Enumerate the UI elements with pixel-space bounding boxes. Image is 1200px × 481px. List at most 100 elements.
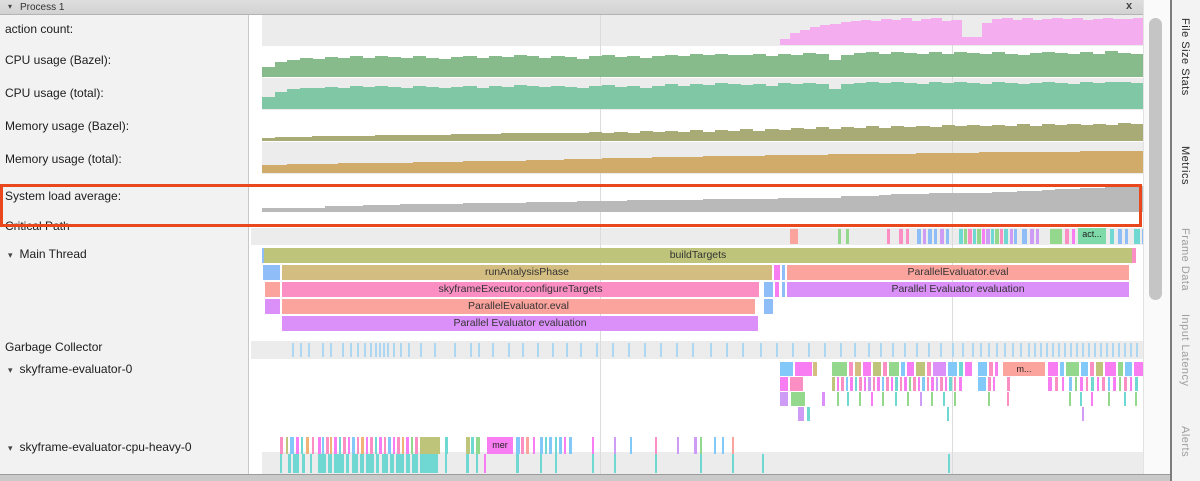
- critical-path-event[interactable]: [1134, 229, 1140, 244]
- evaluator0-slice[interactable]: [1048, 362, 1058, 376]
- evaluator0-slice[interactable]: [837, 377, 839, 391]
- gc-event[interactable]: [308, 343, 310, 357]
- cpu-heavy-slice[interactable]: [516, 437, 520, 454]
- cpu-heavy-slice[interactable]: [379, 437, 382, 454]
- gc-event[interactable]: [1100, 343, 1102, 357]
- flame-slice[interactable]: [775, 282, 779, 297]
- cpu-heavy-slice[interactable]: [411, 437, 413, 454]
- evaluator0-slice[interactable]: [1081, 362, 1088, 376]
- gc-event[interactable]: [940, 343, 942, 357]
- critical-path-event[interactable]: [973, 229, 976, 244]
- flame-slice[interactable]: [265, 299, 280, 314]
- critical-path-event[interactable]: [1004, 229, 1008, 244]
- critical-path-event[interactable]: [1014, 229, 1017, 244]
- cpu-heavy-slice[interactable]: [420, 437, 440, 454]
- gc-event[interactable]: [892, 343, 894, 357]
- cpu-heavy-slice[interactable]: [466, 454, 469, 473]
- flame-slice[interactable]: [764, 299, 773, 314]
- gc-event[interactable]: [1034, 343, 1036, 357]
- evaluator0-slice[interactable]: [841, 377, 844, 391]
- evaluator0-slice[interactable]: [1080, 377, 1083, 391]
- critical-path-event[interactable]: [846, 229, 849, 244]
- evaluator0-slice[interactable]: [949, 377, 952, 391]
- cpu-heavy-slice[interactable]: [732, 454, 734, 473]
- evaluator0-slice[interactable]: [922, 377, 925, 391]
- tab-file-size-stats[interactable]: File Size Stats: [1179, 18, 1191, 96]
- evaluator0-slice[interactable]: [927, 377, 929, 391]
- gc-track-bg[interactable]: [251, 341, 1143, 359]
- gc-event[interactable]: [478, 343, 480, 357]
- critical-path-event[interactable]: [917, 229, 921, 244]
- gc-event[interactable]: [612, 343, 614, 357]
- cpu-heavy-slice[interactable]: [318, 454, 326, 473]
- cpu-heavy-slice[interactable]: [555, 454, 557, 473]
- critical-path-event[interactable]: [906, 229, 909, 244]
- gc-event[interactable]: [1004, 343, 1006, 357]
- cpu-heavy-slice[interactable]: [348, 437, 350, 454]
- gc-event[interactable]: [1118, 343, 1120, 357]
- evaluator0-slice[interactable]: [1069, 392, 1071, 406]
- evaluator0-slice[interactable]: [901, 362, 905, 376]
- evaluator0-slice[interactable]: [936, 377, 938, 391]
- evaluator0-slice[interactable]: [889, 362, 899, 376]
- flame-slice[interactable]: ParallelEvaluator.eval: [787, 265, 1129, 280]
- cpu-heavy-slice[interactable]: [466, 437, 470, 454]
- evaluator0-slice[interactable]: [1091, 392, 1093, 406]
- evaluator0-slice[interactable]: [837, 392, 839, 406]
- flame-slice[interactable]: ParallelEvaluator.eval: [282, 299, 755, 314]
- cpu-heavy-slice[interactable]: [762, 454, 764, 473]
- evaluator0-slice[interactable]: [883, 362, 887, 376]
- cpu-heavy-slice[interactable]: [402, 437, 404, 454]
- critical-path-event[interactable]: [1000, 229, 1003, 244]
- cpu-heavy-slice[interactable]: [352, 437, 355, 454]
- flame-slice[interactable]: Parallel Evaluator evaluation: [787, 282, 1129, 297]
- gc-event[interactable]: [1012, 343, 1014, 357]
- evaluator0-slice[interactable]: [1007, 392, 1009, 406]
- evaluator0-slice[interactable]: [1048, 377, 1052, 391]
- evaluator0-slice[interactable]: [891, 377, 893, 391]
- evaluator0-slice[interactable]: [855, 362, 861, 376]
- critical-path-event[interactable]: [790, 229, 798, 244]
- tab-alerts[interactable]: Alerts: [1179, 426, 1191, 458]
- gc-event[interactable]: [342, 343, 344, 357]
- cpu-heavy-slice[interactable]: [280, 437, 283, 454]
- gc-event[interactable]: [928, 343, 930, 357]
- evaluator0-slice[interactable]: [988, 377, 991, 391]
- evaluator0-slice[interactable]: [1080, 392, 1082, 406]
- gc-event[interactable]: [1070, 343, 1072, 357]
- critical-path-event[interactable]: [940, 229, 944, 244]
- flame-slice[interactable]: [262, 248, 264, 263]
- evaluator0-slice[interactable]: [1108, 377, 1110, 391]
- evaluator0-slice[interactable]: [1007, 377, 1010, 391]
- cpu-heavy-slice[interactable]: [445, 454, 447, 473]
- gc-event[interactable]: [980, 343, 982, 357]
- critical-path-event[interactable]: [838, 229, 841, 244]
- cpu-heavy-slice[interactable]: [549, 437, 552, 454]
- gc-event[interactable]: [492, 343, 494, 357]
- evaluator0-slice[interactable]: [1097, 377, 1099, 391]
- cpu-heavy-slice[interactable]: [406, 437, 409, 454]
- critical-path-event[interactable]: [899, 229, 903, 244]
- flame-slice[interactable]: [263, 265, 280, 280]
- evaluator0-slice[interactable]: [1125, 362, 1132, 376]
- evaluator0-slice[interactable]: [931, 392, 933, 406]
- cpu-heavy-slice[interactable]: mer: [487, 437, 513, 454]
- flame-slice[interactable]: buildTargets: [264, 248, 1132, 263]
- evaluator0-slice[interactable]: [920, 392, 922, 406]
- evaluator0-slice[interactable]: [943, 392, 945, 406]
- cpu-heavy-slice[interactable]: [312, 437, 314, 454]
- evaluator0-slice[interactable]: [780, 392, 788, 406]
- cpu-heavy-slice[interactable]: [614, 454, 616, 473]
- gc-event[interactable]: [552, 343, 554, 357]
- cpu-heavy-slice[interactable]: [334, 454, 344, 473]
- gc-event[interactable]: [692, 343, 694, 357]
- flame-slice[interactable]: [782, 282, 785, 297]
- gc-event[interactable]: [644, 343, 646, 357]
- gc-event[interactable]: [322, 343, 324, 357]
- cpu-heavy-slice[interactable]: [569, 437, 572, 454]
- gc-event[interactable]: [742, 343, 744, 357]
- critical-path-event[interactable]: [1118, 229, 1122, 244]
- gc-event[interactable]: [522, 343, 524, 357]
- evaluator0-slice[interactable]: [1118, 362, 1123, 376]
- evaluator0-slice[interactable]: [904, 377, 907, 391]
